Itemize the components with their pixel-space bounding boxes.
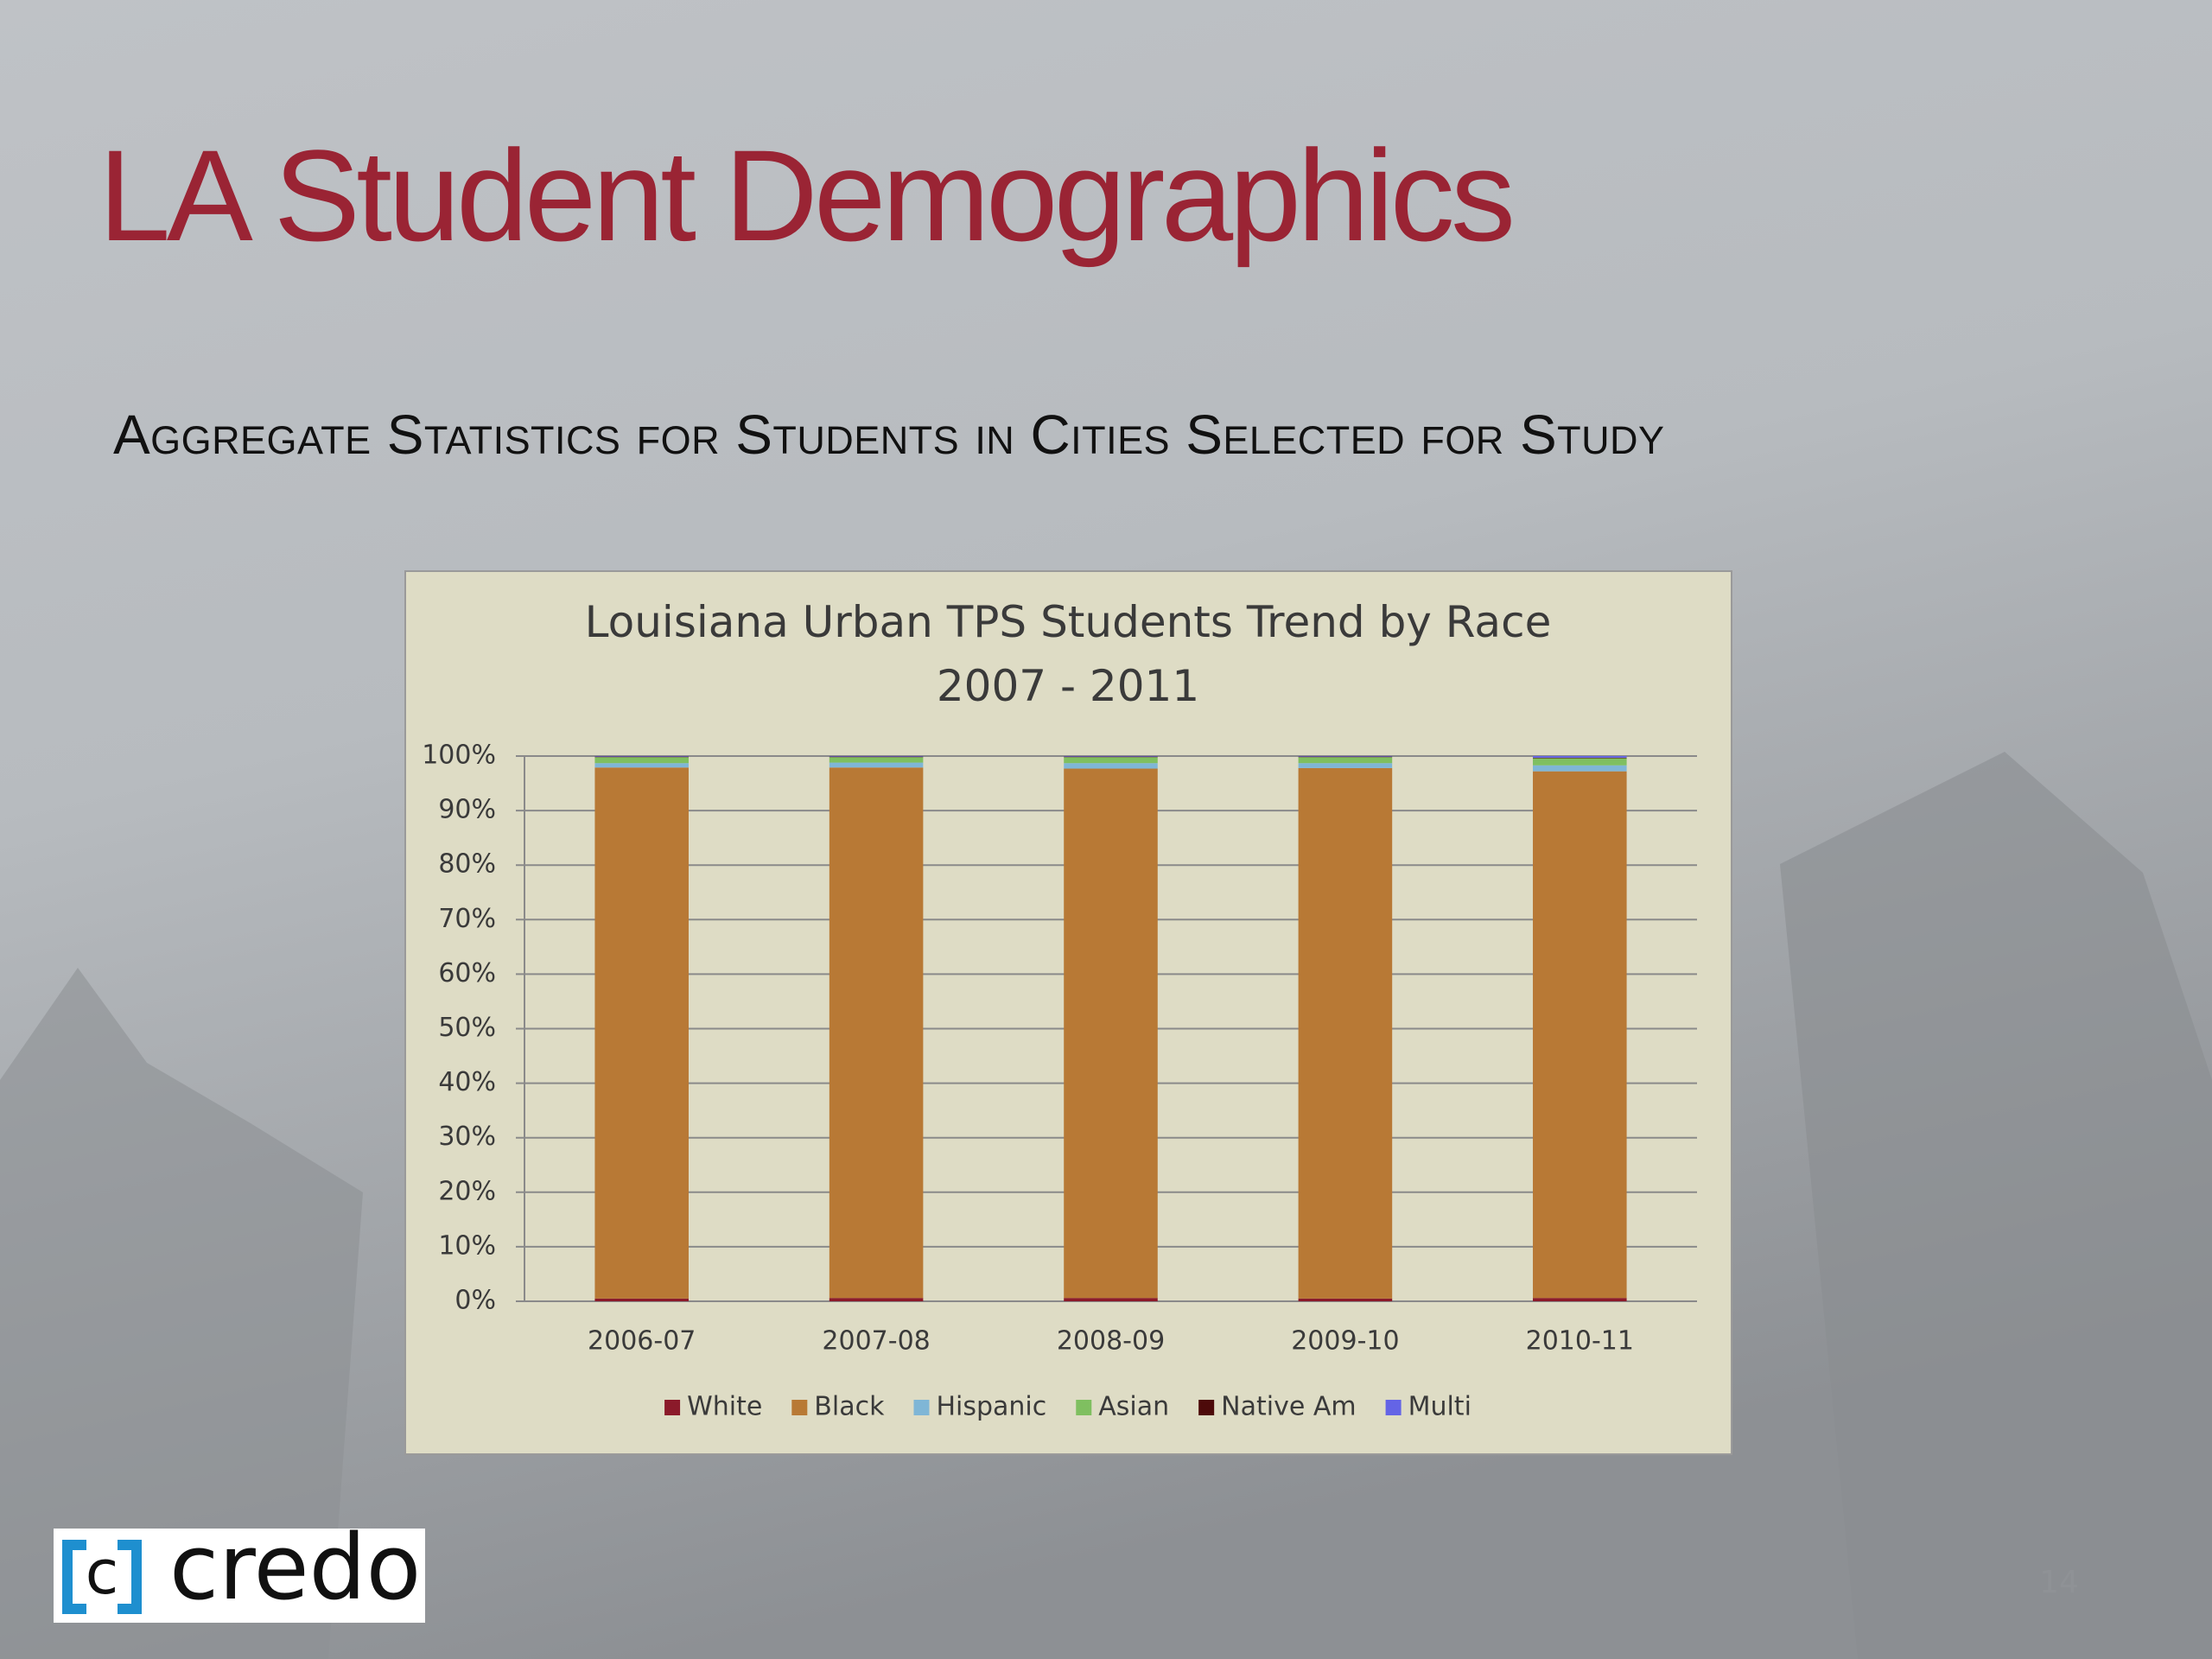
logo-icon-letter: c	[86, 1537, 119, 1608]
y-tick-label: 80%	[438, 849, 496, 880]
x-tick-label: 2008-09	[1057, 1326, 1165, 1357]
bar-segment	[1064, 756, 1158, 758]
legend-swatch	[791, 1400, 808, 1415]
y-tick-label: 50%	[438, 1013, 496, 1043]
bar-segment	[1298, 756, 1393, 757]
legend-swatch	[664, 1400, 681, 1415]
logo-box	[54, 1529, 425, 1623]
bar-segment	[594, 763, 689, 768]
logo-text: credo	[169, 1515, 421, 1620]
chart: Louisiana Urban TPS Students Trend by Ra…	[422, 597, 1697, 1422]
y-tick-label: 100%	[422, 741, 496, 771]
bar-segment	[1533, 765, 1627, 772]
bar-segment	[829, 762, 924, 768]
building-silhouette	[0, 968, 363, 1659]
bar-segment	[829, 767, 924, 1299]
bar-segment	[594, 756, 689, 758]
x-tick-label: 2007-08	[822, 1326, 930, 1357]
y-tick-label: 10%	[438, 1230, 496, 1261]
legend-label: Multi	[1408, 1392, 1471, 1422]
bar-segment	[1533, 756, 1627, 758]
y-tick-label: 90%	[438, 795, 496, 825]
legend-swatch	[1198, 1400, 1215, 1415]
bar-segment	[594, 1298, 689, 1301]
y-tick-label: 60%	[438, 958, 496, 988]
bar-segment	[1064, 1298, 1158, 1301]
bar-segment	[829, 757, 924, 763]
y-tick-label: 70%	[438, 904, 496, 934]
y-tick-label: 0%	[454, 1286, 496, 1316]
bar-segment	[1533, 758, 1627, 766]
page-number: 14	[2039, 1565, 2079, 1600]
bar-segment	[1064, 768, 1158, 1299]
bar-segment	[1298, 757, 1393, 764]
chart-title: Louisiana Urban TPS Students Trend by Ra…	[585, 597, 1552, 647]
chart-title: 2007 - 2011	[937, 661, 1199, 711]
y-tick-label: 30%	[438, 1122, 496, 1152]
building-silhouette	[1780, 752, 2212, 1659]
legend-swatch	[1076, 1400, 1092, 1415]
legend-label: Asian	[1098, 1392, 1169, 1422]
x-tick-label: 2006-07	[588, 1326, 696, 1357]
legend-label: Black	[814, 1392, 885, 1422]
bar-segment	[594, 767, 689, 1299]
x-tick-label: 2009-10	[1291, 1326, 1399, 1357]
bar-segment	[829, 756, 924, 757]
bar-segment	[1298, 756, 1393, 758]
y-tick-label: 40%	[438, 1067, 496, 1097]
slide-title: LA Student Demographics	[99, 123, 1516, 268]
x-tick-label: 2010-11	[1526, 1326, 1634, 1357]
bar-segment	[1064, 756, 1158, 757]
bar-segment	[1298, 763, 1393, 768]
bar-segment	[829, 1298, 924, 1301]
bar-segment	[1533, 1298, 1627, 1301]
bar-segment	[594, 756, 689, 757]
legend-swatch	[1385, 1400, 1402, 1415]
bar-segment	[1533, 757, 1627, 759]
y-tick-label: 20%	[438, 1176, 496, 1206]
legend-label: Hispanic	[936, 1392, 1046, 1422]
slide-subtitle: Aggregate Statistics for Students in Cit…	[113, 404, 1664, 466]
bar-segment	[1064, 763, 1158, 769]
legend-label: Native Am	[1221, 1392, 1356, 1422]
bar-segment	[594, 757, 689, 764]
bar-segment	[1298, 767, 1393, 1299]
bar-segment	[1533, 771, 1627, 1299]
bar-segment	[1064, 757, 1158, 764]
legend-label: White	[687, 1392, 762, 1422]
bar-segment	[829, 756, 924, 758]
logo-icon	[62, 1540, 142, 1614]
bar-segment	[1298, 1298, 1393, 1301]
legend-swatch	[913, 1400, 930, 1415]
